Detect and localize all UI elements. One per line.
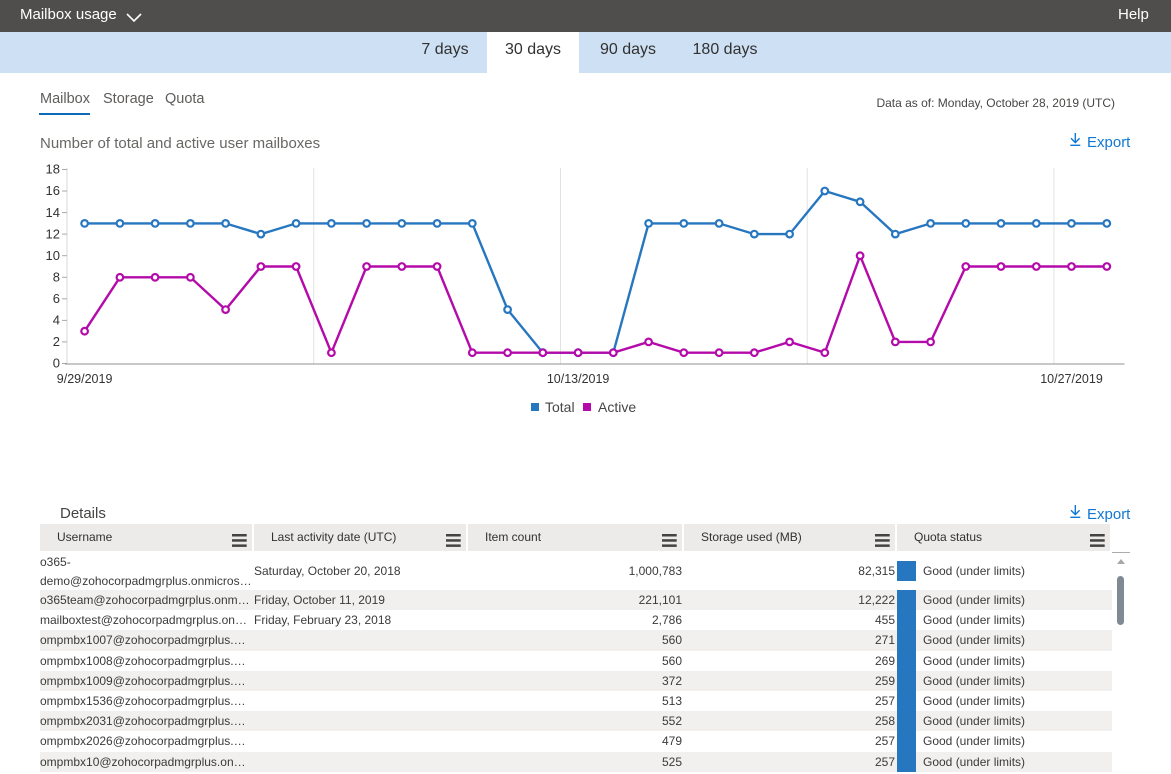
svg-text:18: 18 — [46, 162, 60, 177]
svg-text:9/29/2019: 9/29/2019 — [57, 372, 113, 386]
svg-text:10/13/2019: 10/13/2019 — [547, 372, 610, 386]
svg-text:16: 16 — [46, 183, 60, 198]
svg-text:10/27/2019: 10/27/2019 — [1040, 372, 1103, 386]
svg-text:2: 2 — [53, 334, 60, 349]
svg-text:6: 6 — [53, 291, 60, 306]
svg-text:10: 10 — [46, 248, 60, 263]
svg-text:0: 0 — [53, 356, 60, 371]
svg-text:8: 8 — [53, 270, 60, 285]
svg-text:12: 12 — [46, 226, 60, 241]
svg-text:14: 14 — [46, 205, 60, 220]
svg-text:4: 4 — [53, 313, 60, 328]
